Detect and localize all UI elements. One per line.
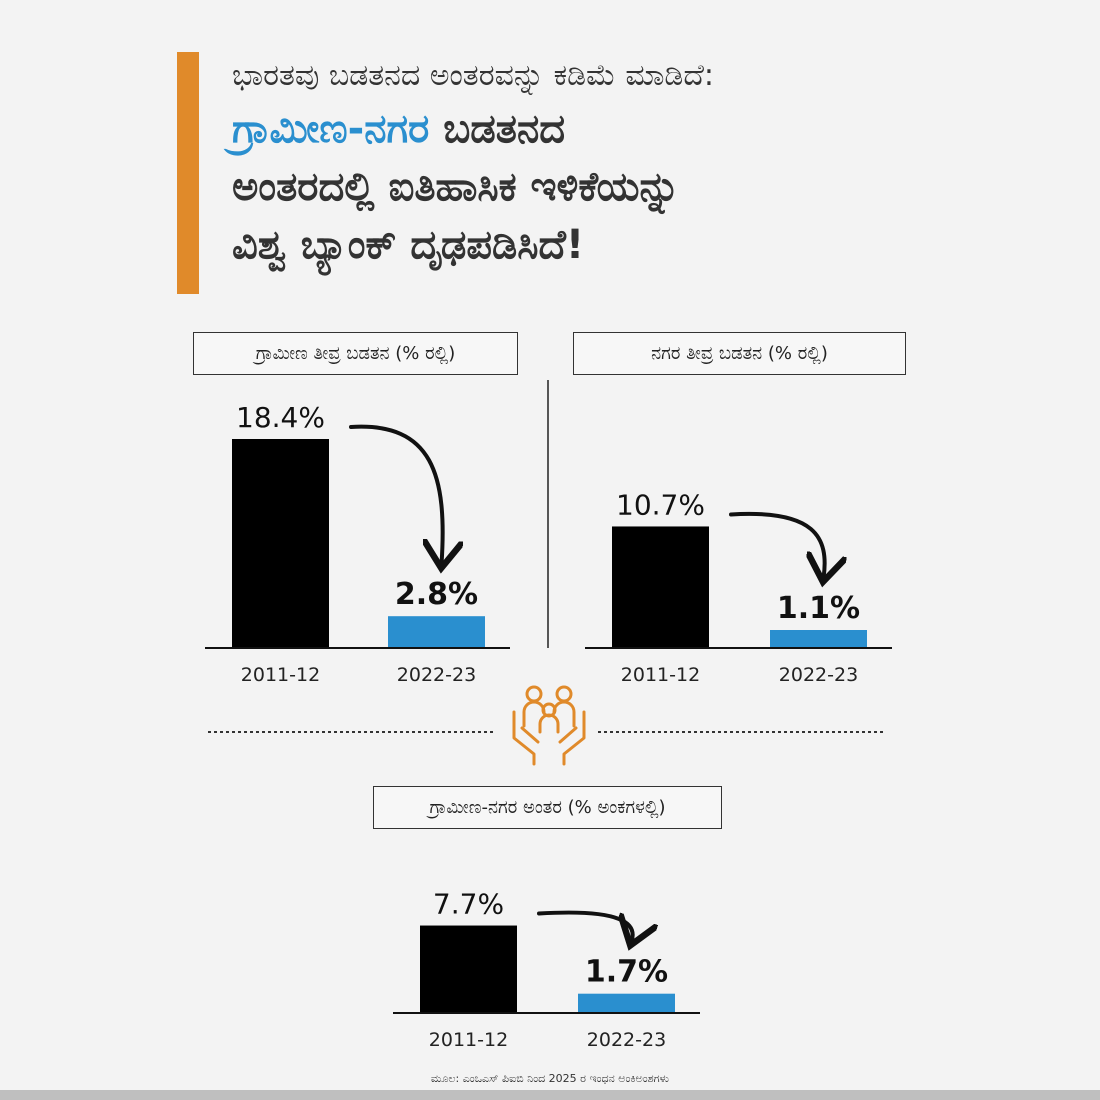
gap-value-label: 1.7% bbox=[585, 955, 668, 990]
title-line3: ವಿಶ್ವ ಬ್ಯಾಂಕ್ ದೃಢಪಡಿಸಿದೆ! bbox=[232, 222, 585, 268]
urban-bar-chart: 10.7% 2011-12 1.1% 2022-23 bbox=[585, 488, 892, 686]
rural-category-label: 2011-12 bbox=[241, 664, 320, 686]
source-note: ಮೂಲ: ಎಂಒಎಸ್ ಪಿಐಬಿ ನಿಂದ 2025 ರ ಇಂಧನ ಅಂಕಿಅ… bbox=[430, 1072, 670, 1085]
heading-subtitle: ಭಾರತವು ಬಡತನದ ಅಂತರವನ್ನು ಕಡಿಮೆ ಮಾಡಿದೆ: bbox=[232, 58, 715, 93]
bottom-strip bbox=[0, 1090, 1100, 1100]
gap-bar-chart: 7.7% 2011-12 1.7% 2022-23 bbox=[393, 888, 700, 1051]
rural-category-label: 2022-23 bbox=[397, 664, 476, 686]
rural-value-label: 2.8% bbox=[395, 577, 478, 612]
rural-bar-2022-23 bbox=[388, 616, 485, 648]
gap-value-label: 7.7% bbox=[433, 888, 504, 921]
title-line2: ಅಂತರದಲ್ಲಿ ಐತಿಹಾಸಿಕ ಇಳಿಕೆಯನ್ನು bbox=[232, 164, 680, 210]
heading: ಭಾರತವು ಬಡತನದ ಅಂತರವನ್ನು ಕಡಿಮೆ ಮಾಡಿದೆ: ಗ್ರ… bbox=[232, 52, 1072, 274]
gap-chart-title: ಗ್ರಾಮೀಣ-ನಗರ ಅಂತರ (% ಅಂಕಗಳಲ್ಲಿ) bbox=[373, 786, 722, 829]
urban-chart-title: ನಗರ ತೀವ್ರ ಬಡತನ (% ರಲ್ಲಿ) bbox=[573, 332, 906, 375]
title-line1-rest: ಬಡತನದ bbox=[429, 106, 566, 152]
gap-category-label: 2011-12 bbox=[429, 1029, 508, 1051]
urban-curved-arrow-icon bbox=[729, 511, 825, 578]
rural-bar-chart: 18.4% 2011-12 2.8% 2022-23 bbox=[205, 401, 510, 686]
urban-value-label: 1.1% bbox=[777, 591, 860, 626]
urban-bar-2022-23 bbox=[770, 630, 867, 648]
accent-bar bbox=[177, 52, 199, 294]
rural-value-label: 18.4% bbox=[236, 401, 325, 434]
rural-curved-arrow-icon bbox=[349, 424, 443, 565]
rural-bar-2011-12 bbox=[232, 439, 329, 648]
heading-title: ಗ್ರಾಮೀಣ-ನಗರ ಬಡತನದ ಅಂತರದಲ್ಲಿ ಐತಿಹಾಸಿಕ ಇಳಿ… bbox=[232, 100, 1072, 274]
urban-category-label: 2011-12 bbox=[621, 664, 700, 686]
urban-category-label: 2022-23 bbox=[779, 664, 858, 686]
gap-curved-arrow-icon bbox=[537, 910, 633, 942]
urban-bar-2011-12 bbox=[612, 526, 709, 648]
gap-category-label: 2022-23 bbox=[587, 1029, 666, 1051]
family-hands-icon bbox=[512, 685, 586, 766]
title-highlight: ಗ್ರಾಮೀಣ-ನಗರ bbox=[232, 106, 430, 152]
gap-bar-2022-23 bbox=[578, 993, 675, 1013]
urban-value-label: 10.7% bbox=[616, 488, 705, 521]
rural-chart-title: ಗ್ರಾಮೀಣ ತೀವ್ರ ಬಡತನ (% ರಲ್ಲಿ) bbox=[193, 332, 518, 375]
gap-bar-2011-12 bbox=[420, 925, 517, 1013]
